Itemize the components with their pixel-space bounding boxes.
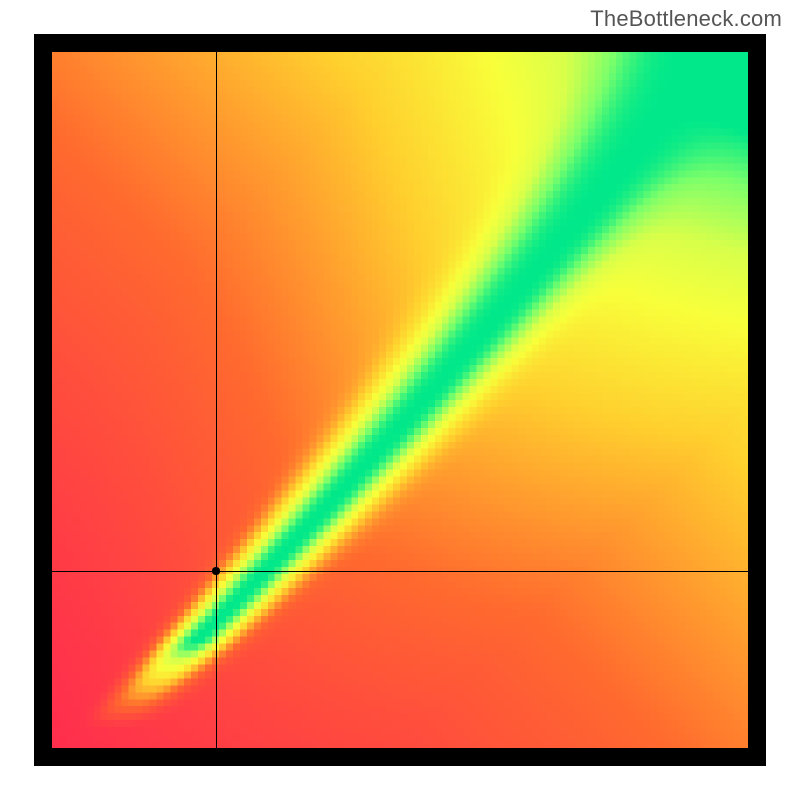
crosshair-dot bbox=[211, 566, 221, 576]
heatmap-canvas bbox=[52, 52, 748, 748]
crosshair-vertical bbox=[216, 52, 217, 748]
crosshair-horizontal bbox=[52, 571, 748, 572]
chart-container: TheBottleneck.com bbox=[0, 0, 800, 800]
watermark-text: TheBottleneck.com bbox=[590, 6, 782, 32]
plot-frame bbox=[34, 34, 766, 766]
